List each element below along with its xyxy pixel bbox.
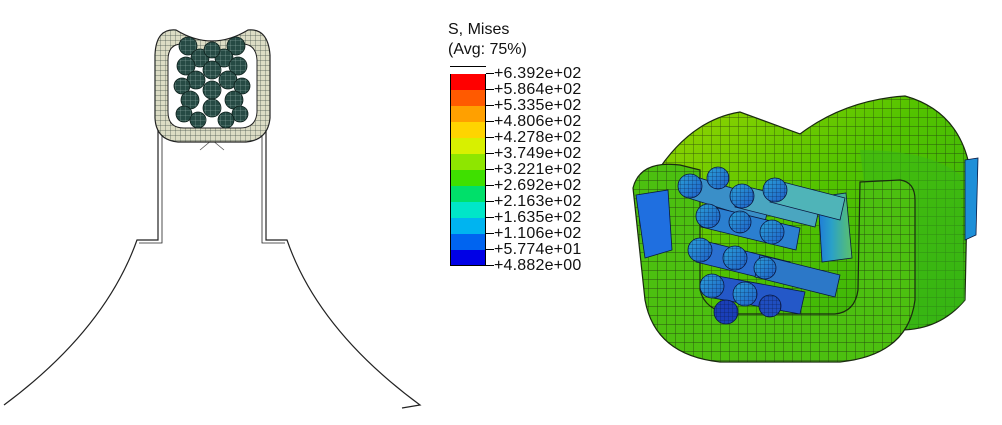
legend-row: +3.749e+02 bbox=[448, 145, 618, 170]
legend-row: +4.806e+02 bbox=[448, 113, 618, 138]
legend-value-label: +2.163e+02 bbox=[494, 193, 582, 210]
legend-tick bbox=[486, 89, 494, 90]
legend-row: +4.882e+00 bbox=[448, 257, 618, 274]
legend-row: +5.774e+01 bbox=[448, 241, 618, 266]
legend-color-swatch bbox=[450, 202, 486, 218]
legend-row: +2.163e+02 bbox=[448, 193, 618, 218]
legend-value-label: +4.278e+02 bbox=[494, 129, 582, 146]
legend-value-label: +2.692e+02 bbox=[494, 177, 582, 194]
legend-tick bbox=[486, 169, 494, 170]
support-profile-outline-right bbox=[265, 128, 422, 409]
legend-tick bbox=[486, 153, 494, 154]
legend-row: +3.221e+02 bbox=[448, 161, 618, 186]
legend-tick bbox=[486, 265, 494, 266]
legend-scale: +6.392e+02 +5.864e+02 +5.335e+02 +4.806e+02… bbox=[448, 65, 618, 274]
legend-color-swatch bbox=[450, 170, 486, 186]
legend-value-label: +6.392e+02 bbox=[494, 65, 582, 82]
legend-color-swatch bbox=[450, 186, 486, 202]
contour-3d-view bbox=[632, 95, 979, 363]
legend-tick bbox=[486, 201, 494, 202]
legend-value-label: +1.635e+02 bbox=[494, 209, 582, 226]
cross-section-view bbox=[3, 29, 422, 409]
legend-tick bbox=[486, 121, 494, 122]
legend-tick bbox=[486, 73, 494, 74]
legend-value-label: +5.335e+02 bbox=[494, 97, 582, 114]
legend-value-label: +3.221e+02 bbox=[494, 161, 582, 178]
legend-title: S, Mises bbox=[448, 21, 510, 38]
legend-value-label: +4.882e+00 bbox=[494, 257, 582, 274]
legend-frame bbox=[450, 66, 486, 67]
legend-color-swatch bbox=[450, 218, 486, 234]
legend-color-swatch bbox=[450, 74, 486, 90]
legend-color-swatch bbox=[450, 234, 486, 250]
legend-color-swatch bbox=[450, 90, 486, 106]
legend-value-label: +5.774e+01 bbox=[494, 241, 582, 258]
legend-color-swatch bbox=[450, 154, 486, 170]
inner-face-left bbox=[635, 189, 673, 259]
legend-color-swatch bbox=[450, 106, 486, 122]
legend-value-label: +3.749e+02 bbox=[494, 145, 582, 162]
legend-value-label: +4.806e+02 bbox=[494, 113, 582, 130]
legend-tick bbox=[486, 233, 494, 234]
legend-tick bbox=[486, 217, 494, 218]
legend-value-label: +1.106e+02 bbox=[494, 225, 582, 242]
legend-row: +4.278e+02 bbox=[448, 129, 618, 154]
legend-value-label: +5.864e+02 bbox=[494, 81, 582, 98]
legend-tick bbox=[486, 105, 494, 106]
legend-subtitle: (Avg: 75%) bbox=[448, 41, 527, 58]
legend-color-swatch bbox=[450, 122, 486, 138]
support-profile-outline bbox=[3, 128, 159, 406]
legend-row: +1.635e+02 bbox=[448, 209, 618, 234]
stress-legend: S, Mises (Avg: 75%) +6.392e+02 +5.864e+02… bbox=[448, 20, 618, 274]
legend-tick bbox=[486, 185, 494, 186]
legend-row: +2.692e+02 bbox=[448, 177, 618, 202]
legend-tick bbox=[486, 249, 494, 250]
legend-row: +6.392e+02 bbox=[448, 65, 618, 90]
legend-row: +5.335e+02 bbox=[448, 97, 618, 122]
legend-tick bbox=[486, 137, 494, 138]
legend-color-swatch bbox=[450, 250, 486, 266]
conductor-strands-section bbox=[173, 36, 251, 129]
legend-color-swatch bbox=[450, 138, 486, 154]
legend-row: +5.864e+02 bbox=[448, 81, 618, 106]
legend-row: +1.106e+02 bbox=[448, 225, 618, 250]
